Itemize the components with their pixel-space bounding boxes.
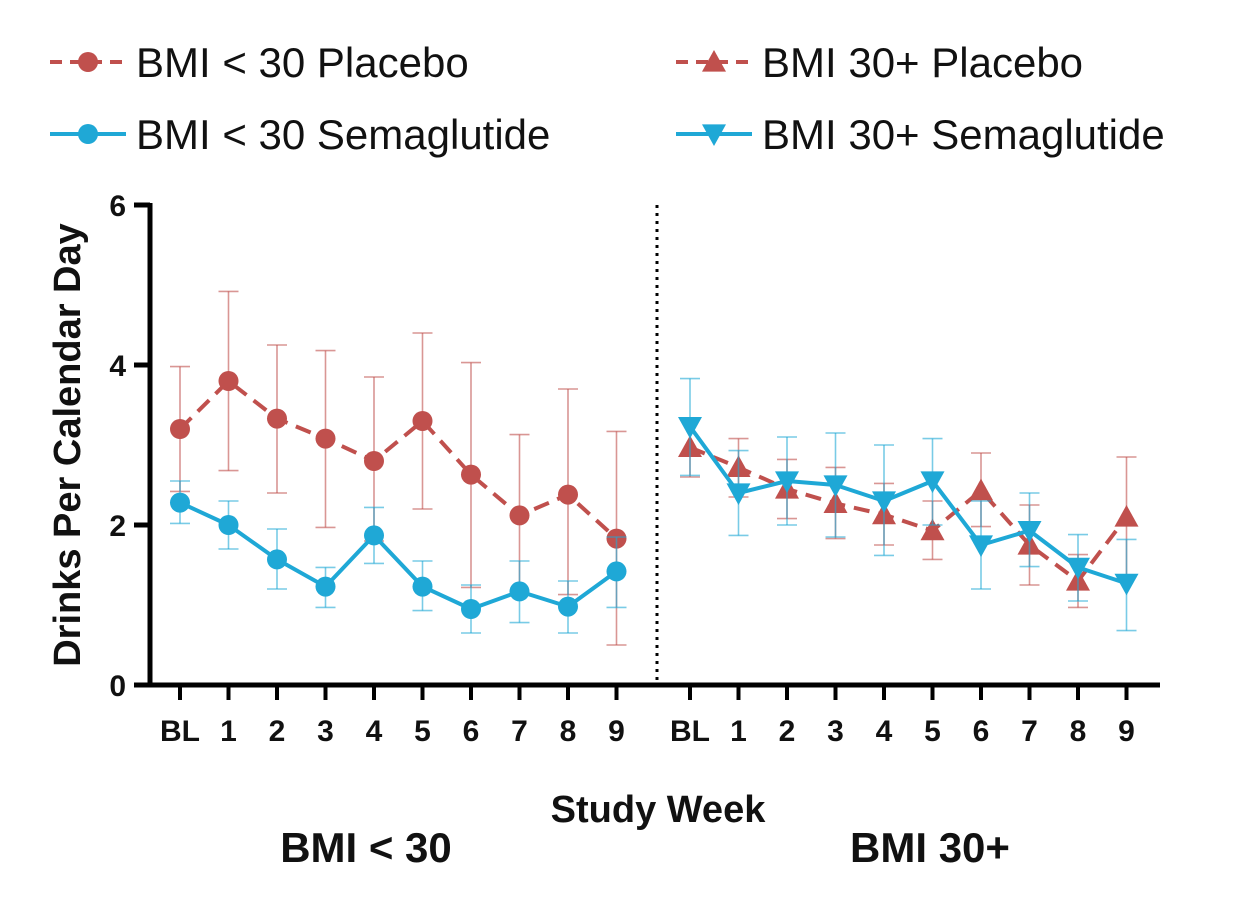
- legend-item-bmi-under-30-semaglutide: BMI < 30 Semaglutide: [50, 111, 550, 158]
- plot-area: [170, 290, 1139, 646]
- legend-label: BMI < 30 Semaglutide: [136, 111, 550, 158]
- data-point: [170, 492, 190, 513]
- data-point: [558, 484, 578, 505]
- y-axis-label: Drinks Per Calendar Day: [47, 223, 89, 667]
- legend-item-bmi-30plus-semaglutide: BMI 30+ Semaglutide: [676, 111, 1165, 158]
- data-point: [267, 408, 287, 429]
- legend-item-bmi-30plus-placebo: BMI 30+ Placebo: [676, 39, 1083, 86]
- x-tick-label: 9: [608, 715, 625, 748]
- legend-swatch-marker: [78, 52, 98, 72]
- data-point: [920, 518, 945, 541]
- data-point: [509, 581, 530, 602]
- data-point: [606, 561, 627, 582]
- data-point: [315, 576, 336, 597]
- x-tick-label: BL: [160, 715, 200, 748]
- data-point: [1066, 557, 1090, 580]
- data-point: [678, 417, 702, 439]
- data-point: [969, 535, 993, 557]
- x-tick-label: 9: [1118, 715, 1135, 748]
- panel-label-bmi-30-plus: BMI 30+: [850, 824, 1010, 871]
- y-tick-label: 0: [109, 670, 126, 703]
- data-point: [218, 371, 239, 391]
- legend-swatch-marker: [702, 124, 726, 146]
- data-point: [218, 515, 239, 535]
- series-line: [688, 425, 1128, 586]
- data-point: [509, 505, 530, 526]
- data-point: [315, 428, 336, 449]
- legend-swatch-marker: [78, 124, 98, 144]
- x-axis-label: Study Week: [551, 789, 767, 831]
- data-point: [920, 471, 945, 493]
- x-tick-label: 1: [220, 715, 237, 748]
- data-point: [461, 599, 481, 619]
- series-bmi-under-30-semaglutide: [170, 480, 627, 634]
- legend-item-bmi-under-30-placebo: BMI < 30 Placebo: [50, 39, 469, 86]
- x-tick-label: 5: [414, 715, 431, 748]
- x-tick-label: 7: [511, 715, 528, 748]
- x-tick-label: 6: [463, 715, 480, 748]
- y-tick-label: 2: [109, 510, 126, 543]
- x-tick-label: 6: [973, 715, 990, 748]
- x-tick-label: 2: [779, 715, 796, 748]
- legend-label: BMI 30+ Placebo: [762, 39, 1083, 86]
- legend-label: BMI < 30 Placebo: [136, 39, 469, 86]
- series-bmi-30plus-semaglutide: [678, 377, 1139, 632]
- x-tick-label: 5: [924, 715, 941, 748]
- legend-label: BMI 30+ Semaglutide: [762, 111, 1165, 158]
- legend-swatch-marker: [702, 50, 726, 72]
- data-point: [412, 411, 433, 431]
- series-line: [689, 445, 1129, 583]
- x-tick-label: 2: [269, 715, 286, 748]
- x-tick-label: 7: [1021, 715, 1038, 748]
- y-tick-label: 6: [109, 190, 126, 223]
- data-point: [412, 576, 433, 597]
- x-tick-label: BL: [670, 715, 710, 748]
- data-point: [726, 483, 751, 505]
- data-point: [1114, 505, 1139, 527]
- x-tick-label: 3: [317, 715, 334, 748]
- series-line: [179, 500, 618, 611]
- legend: BMI < 30 Placebo BMI 30+ Placebo BMI < 30 …: [50, 39, 1165, 158]
- data-point: [1114, 573, 1139, 596]
- data-point: [267, 549, 287, 570]
- data-point: [461, 464, 481, 485]
- data-point: [364, 525, 384, 546]
- x-tick-label: 1: [730, 715, 747, 748]
- series-bmi-under-30-placebo: [170, 290, 627, 646]
- data-point: [969, 478, 993, 501]
- data-point: [1017, 521, 1042, 543]
- data-point: [823, 475, 848, 497]
- y-tick-label: 4: [109, 350, 126, 383]
- data-point: [364, 451, 384, 471]
- x-tick-label: 8: [560, 715, 577, 748]
- x-tick-label: 3: [827, 715, 844, 748]
- panel-label-bmi-under-30: BMI < 30: [280, 824, 452, 871]
- data-point: [558, 596, 578, 617]
- data-point: [775, 471, 799, 493]
- x-tick-label: 8: [1070, 715, 1087, 748]
- x-tick-label: 4: [876, 715, 893, 748]
- series-bmi-30plus-placebo: [678, 417, 1139, 609]
- series-line: [178, 379, 618, 541]
- data-point: [170, 419, 190, 439]
- x-tick-label: 4: [366, 715, 383, 748]
- data-point: [872, 491, 896, 513]
